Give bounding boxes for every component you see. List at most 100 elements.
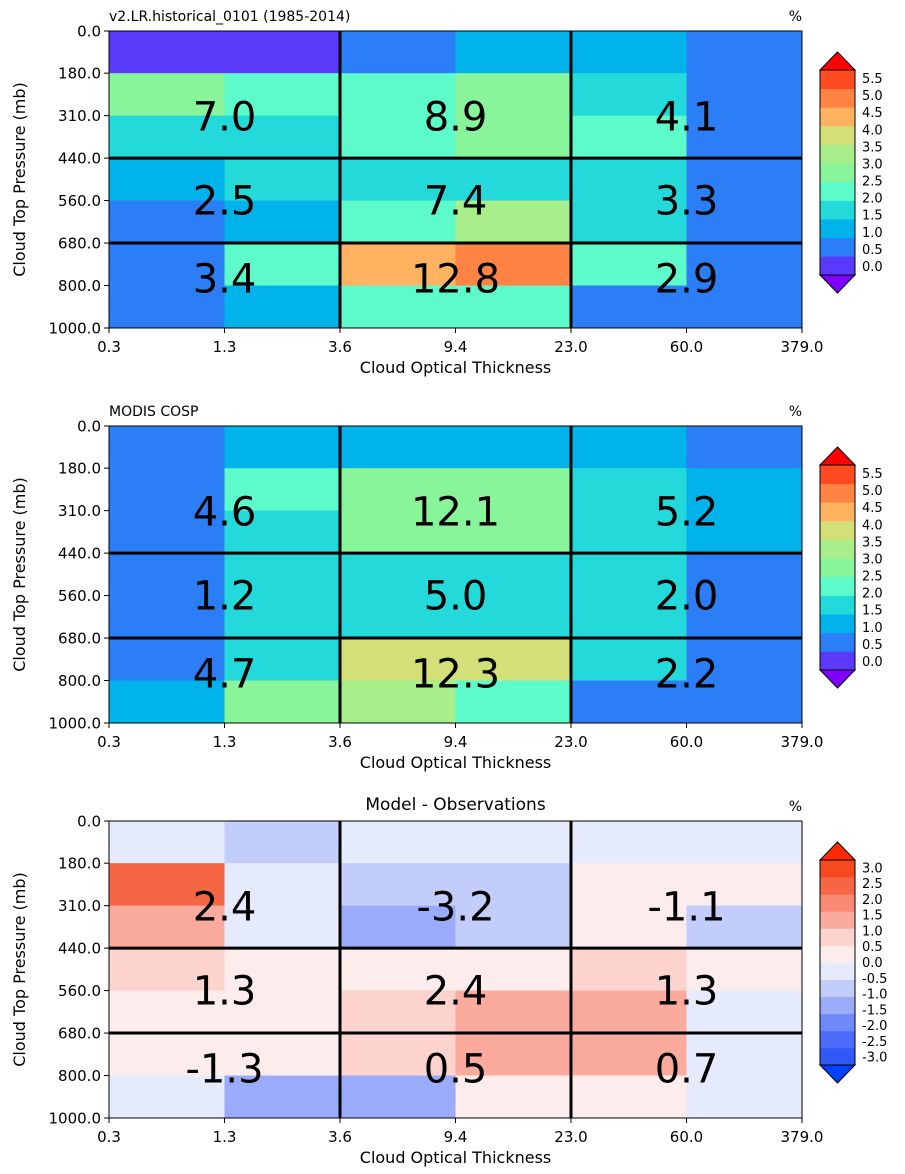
heatmap-cell — [340, 1075, 456, 1119]
colorbar-tick-label: 0.5 — [862, 940, 883, 955]
heatmap-cell — [340, 948, 456, 992]
heatmap-cell — [571, 1075, 687, 1119]
group-sum-label: 7.0 — [193, 95, 257, 141]
y-tick-label: 0.0 — [77, 23, 101, 41]
heatmap-cell — [571, 158, 687, 202]
heatmap-cell — [686, 948, 803, 992]
group-sum-label: 12.3 — [411, 652, 500, 698]
y-tick-label: 680.0 — [58, 630, 101, 648]
heatmap-cell — [455, 990, 572, 1034]
y-axis-label: Cloud Top Pressure (mb) — [10, 82, 29, 277]
heatmap-cell — [340, 638, 456, 682]
group-sum-label: 3.4 — [193, 257, 257, 303]
heatmap-cell — [109, 821, 225, 864]
x-tick-label: 23.0 — [554, 733, 587, 751]
colorbar: 0.0 0.5 1.0 1.5 2.0 2.5 3.0 3.5 4.0 4.5 5.0 5.5 — [818, 446, 883, 689]
heatmap-cell — [571, 73, 687, 117]
heatmap-cell — [109, 680, 225, 724]
colorbar-segment — [820, 911, 855, 929]
heatmap-cell — [571, 468, 687, 512]
group-sum-label: -3.2 — [416, 885, 494, 931]
heatmap-cell — [455, 680, 572, 724]
group-sum-label: 7.4 — [424, 179, 488, 225]
y-axis-label: Cloud Top Pressure (mb) — [10, 477, 29, 672]
x-tick-label: 1.3 — [213, 338, 237, 356]
y-tick-label: 180.0 — [58, 460, 101, 478]
x-axis-label: Cloud Optical Thickness — [360, 1148, 551, 1167]
x-tick-label: 379.0 — [781, 1128, 824, 1146]
panel-title-left: MODIS COSP — [109, 404, 198, 420]
colorbar-segment — [820, 88, 855, 108]
heatmap-cell — [455, 510, 572, 554]
colorbar-frame — [819, 464, 856, 671]
group-sum-label: 2.4 — [193, 885, 257, 931]
colorbar-segment — [820, 465, 855, 485]
heatmap-cell — [109, 553, 225, 597]
colorbar-tick-label: 3.5 — [862, 535, 883, 550]
colorbar-segment — [820, 632, 855, 652]
heatmap-cell — [455, 73, 572, 117]
colorbar-frame — [819, 69, 856, 276]
colorbar-tick-label: -2.5 — [862, 1035, 887, 1050]
heatmap-cell — [455, 821, 572, 864]
heatmap-cell — [340, 1033, 456, 1077]
group-sum-label: 4.6 — [193, 490, 257, 536]
heatmap-cell — [224, 905, 341, 949]
heatmap-cell — [109, 510, 225, 554]
colorbar-segment — [820, 219, 855, 239]
y-tick-label: 0.0 — [77, 813, 101, 831]
heatmap-cell — [109, 243, 225, 287]
y-tick-label: 440.0 — [58, 545, 101, 563]
y-tick-label: 0.0 — [77, 418, 101, 436]
colorbar-segment — [820, 928, 855, 946]
colorbar-segment — [820, 877, 855, 895]
heatmap-cell — [224, 638, 341, 682]
heatmap-cell — [224, 680, 341, 724]
heatmap-cell — [224, 426, 341, 469]
colorbar-segment — [820, 70, 855, 90]
heatmap-cell — [571, 990, 687, 1034]
colorbar-segment — [820, 996, 855, 1015]
colorbar-tick-label: 3.0 — [862, 157, 883, 172]
heatmap-cell — [224, 73, 341, 117]
colorbar-segment — [820, 144, 855, 164]
group-sum-label: 3.3 — [655, 179, 719, 225]
heatmap-cell — [340, 863, 456, 907]
heatmap-cell — [109, 1075, 225, 1119]
heatmap-cell — [109, 73, 225, 117]
heatmap-cell — [109, 200, 225, 244]
y-tick-label: 680.0 — [58, 1025, 101, 1043]
x-tick-label: 379.0 — [781, 733, 824, 751]
group-sum-label: 12.8 — [411, 257, 500, 303]
group-sum-label: 5.2 — [655, 490, 719, 536]
colorbar-segment — [820, 200, 855, 220]
colorbar-segment — [820, 181, 855, 201]
heatmap-cell — [571, 1033, 687, 1077]
y-tick-label: 680.0 — [58, 235, 101, 253]
colorbar-segment — [820, 1030, 855, 1049]
colorbar-tick-label: 2.5 — [862, 175, 883, 190]
colorbar-tick-label: -1.5 — [862, 1003, 887, 1018]
group-sum-label: 0.7 — [655, 1047, 719, 1093]
y-tick-label: 1000.0 — [49, 1110, 102, 1128]
x-tick-label: 0.3 — [97, 733, 121, 751]
heatmap-cell — [686, 863, 803, 907]
heatmap-cell — [340, 73, 456, 117]
x-tick-label: 379.0 — [781, 338, 824, 356]
y-tick-label: 180.0 — [58, 855, 101, 873]
heatmap-cell — [224, 990, 341, 1034]
heatmap-cell — [455, 638, 572, 682]
group-sum-label: -1.1 — [647, 885, 725, 931]
heatmap-cell — [109, 905, 225, 949]
y-tick-label: 1000.0 — [49, 715, 102, 733]
heatmap-cell — [109, 158, 225, 202]
heatmap-cell — [686, 1033, 803, 1077]
heatmap-cell — [224, 31, 341, 74]
panel-title-right: % — [789, 404, 802, 420]
x-tick-label: 60.0 — [670, 1128, 703, 1146]
group-sum-label: 12.1 — [411, 490, 500, 536]
heatmap-cell — [686, 31, 803, 74]
colorbar-tick-label: 1.0 — [862, 226, 883, 241]
colorbar-tick-label: 4.0 — [862, 123, 883, 138]
